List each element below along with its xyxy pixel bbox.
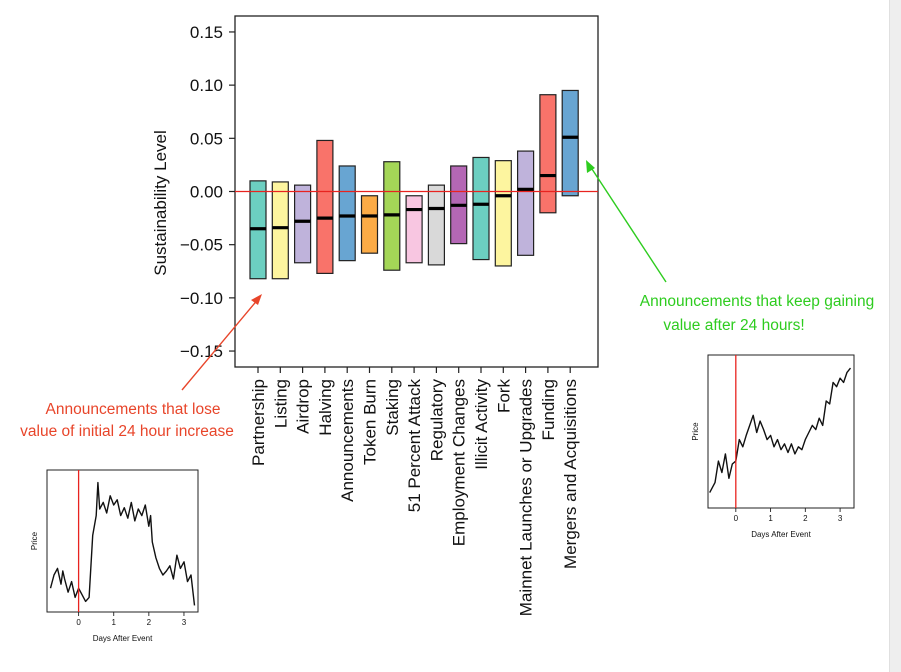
box-funding — [539, 94, 557, 214]
y-tick-label: 0.15 — [190, 23, 223, 42]
left-price-inset: 0 1 2 3 Days After Event Price — [30, 469, 199, 643]
gain-annotation-line-2: value after 24 hours! — [663, 317, 804, 334]
box-halving — [316, 139, 334, 274]
inset-x-tick-label: 2 — [803, 514, 808, 523]
category-label: Illicit Activity — [472, 379, 491, 470]
box-mainnet-launches-or-upgrades — [516, 150, 535, 256]
gain-arrowhead — [586, 160, 595, 173]
inset-y-axis-label: Price — [691, 422, 700, 441]
category-label: Token Burn — [361, 379, 380, 465]
y-tick-label: −0.05 — [180, 236, 223, 255]
y-tick-label: 0.00 — [190, 183, 223, 202]
category-label: Employment Changes — [450, 379, 469, 546]
category-label: Regulatory — [427, 379, 446, 462]
inset-x-tick-label: 1 — [111, 618, 116, 627]
lose-arrow — [181, 297, 260, 391]
inset-frame — [46, 469, 199, 613]
box-token-burn — [360, 195, 379, 254]
annotations: Announcements that lose value of initial… — [20, 160, 874, 440]
price-line — [49, 481, 196, 606]
category-label: 51 Percent Attack — [405, 379, 424, 513]
y-tick-label: 0.05 — [190, 129, 223, 148]
inset-y-axis-label: Price — [30, 531, 39, 550]
category-label: Fork — [494, 379, 513, 414]
box-illicit-activity — [472, 156, 490, 261]
box-announcements — [338, 165, 356, 262]
y-axis-label: Sustainability Level — [151, 130, 170, 276]
lose-annotation-line-1: Announcements that lose — [46, 401, 221, 418]
scrollbar-track[interactable] — [889, 0, 901, 672]
y-tick-label: 0.10 — [190, 76, 223, 95]
inset-x-tick-label: 0 — [734, 514, 739, 523]
box-mergers-and-acquisitions — [561, 89, 579, 197]
category-label: Funding — [539, 379, 558, 440]
category-label: Partnership — [249, 379, 268, 466]
category-label: Announcements — [338, 379, 357, 502]
inset-x-tick-label: 3 — [182, 618, 187, 627]
category-label: Mainnet Launches or Upgrades — [517, 379, 536, 616]
category-label: Mergers and Acquisitions — [561, 379, 580, 569]
box-51-percent-attack — [405, 195, 423, 264]
inset-x-tick-label: 1 — [768, 514, 773, 523]
right-price-inset: 0 1 2 3 Days After Event Price — [691, 354, 855, 539]
y-tick-label: −0.15 — [180, 342, 223, 361]
gain-arrow — [589, 165, 667, 283]
main-box-chart: 0.15 0.10 0.05 0.00 −0.05 −0.10 −0.15 Partnersh… — [180, 15, 599, 616]
gain-annotation-line-1: Announcements that keep gaining — [640, 293, 874, 310]
box-regulatory — [427, 184, 445, 266]
inset-x-axis-label: Days After Event — [93, 634, 153, 643]
category-label: Halving — [316, 379, 335, 436]
inset-frame — [707, 354, 855, 509]
price-line — [709, 367, 852, 493]
inset-x-tick-label: 2 — [147, 618, 152, 627]
inset-x-tick-label: 3 — [838, 514, 843, 523]
lose-arrowhead — [251, 294, 262, 305]
box-listing — [271, 181, 289, 280]
box-fork — [494, 160, 512, 267]
inset-x-tick-label: 0 — [76, 618, 81, 627]
box-airdrop — [294, 184, 312, 264]
category-label: Airdrop — [294, 379, 313, 434]
category-label: Staking — [383, 379, 402, 436]
category-label: Listing — [271, 379, 290, 428]
y-tick-label: −0.10 — [180, 289, 223, 308]
inset-x-axis-label: Days After Event — [751, 530, 811, 539]
lose-annotation-line-2: value of initial 24 hour increase — [20, 423, 234, 440]
